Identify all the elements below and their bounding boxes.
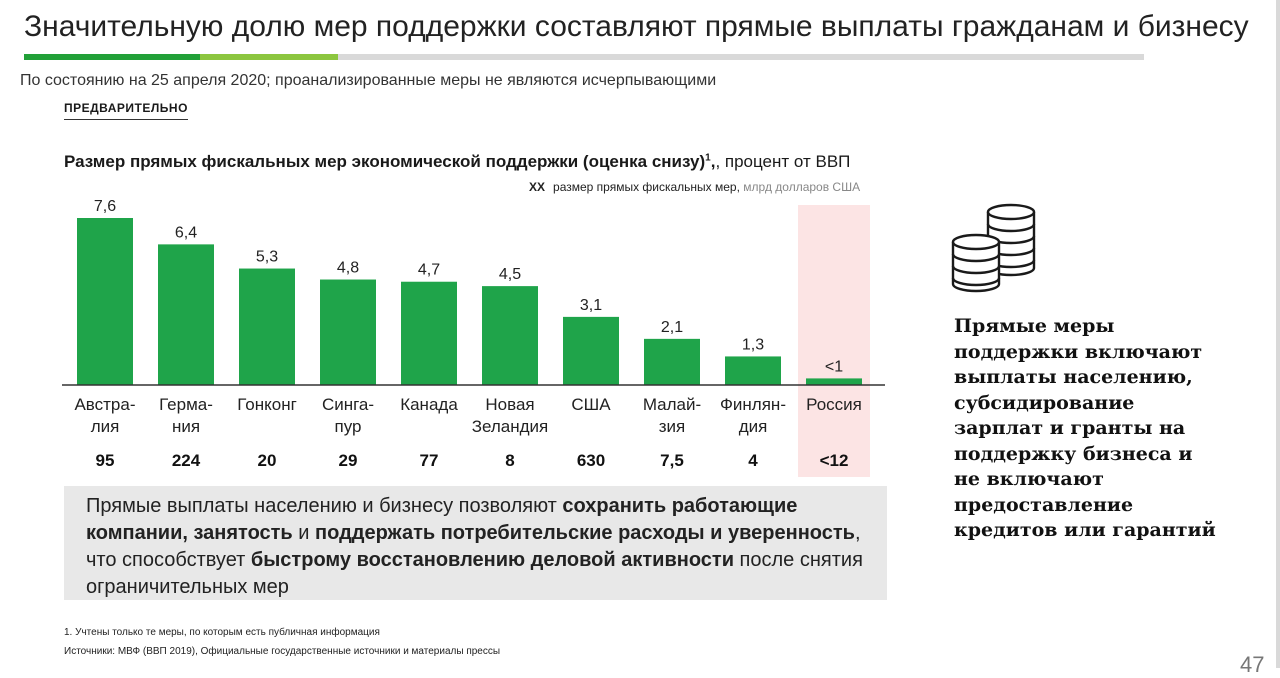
- callout-text-segment: поддержать потребительские расходы и уве…: [315, 522, 855, 544]
- bar: [158, 244, 214, 385]
- bar: [320, 279, 376, 385]
- legend-unit: млрд долларов США: [743, 180, 861, 194]
- legend-symbol: XX: [529, 180, 546, 194]
- legend-text: размер прямых фискальных мер,: [553, 180, 740, 194]
- absolute-value-label: 7,5: [660, 451, 684, 470]
- absolute-value-label: 4: [748, 451, 758, 470]
- category-label: Финлян-: [720, 395, 786, 414]
- side-note: Прямые меры поддержки включают выплаты н…: [954, 315, 1216, 541]
- bar-value-label: 1,3: [742, 336, 764, 353]
- bar: [77, 218, 133, 385]
- bar: [725, 356, 781, 385]
- category-label: Зеландия: [472, 417, 549, 436]
- callout-text-segment: после снятия ограничительных мер: [86, 549, 863, 598]
- sources-note: Источники: МВФ (ВВП 2019), Официальные г…: [64, 646, 501, 657]
- absolute-value-label: 630: [577, 451, 605, 470]
- page-number: 47: [1240, 652, 1265, 677]
- absolute-value-label: 20: [258, 451, 277, 470]
- chart-title: Размер прямых фискальных мер экономическ…: [64, 152, 850, 172]
- bar-value-label: 3,1: [580, 297, 602, 314]
- category-label: пур: [335, 417, 362, 436]
- absolute-value-label: <12: [820, 451, 849, 470]
- chart-title-main: Размер прямых фискальных мер экономическ…: [64, 152, 706, 171]
- category-label: Новая: [485, 395, 534, 414]
- page-edge: [1276, 0, 1280, 668]
- bar-value-label: 4,8: [337, 260, 359, 277]
- chart-title-footnote-mark: 1: [705, 152, 711, 164]
- category-label: Синга-: [322, 395, 374, 414]
- category-label: Малай-: [643, 395, 701, 414]
- chart-title-comma: ,: [710, 152, 716, 171]
- bar-value-label: 4,5: [499, 266, 521, 283]
- callout-text-segment: и: [292, 522, 316, 544]
- callout-box: Прямые выплаты населению и бизнесу позво…: [64, 486, 887, 600]
- bar-chart: 7,6 Австра-лия 95 6,4 Герма-ния 224 5,3 Гонконг…: [62, 198, 885, 477]
- page-subtitle: По состоянию на 25 апреля 2020; проанали…: [20, 72, 717, 89]
- category-label: лия: [91, 417, 120, 436]
- bar-value-label: 6,4: [175, 224, 197, 241]
- absolute-value-label: 29: [339, 451, 358, 470]
- bar: [482, 286, 538, 385]
- category-label: Гонконг: [237, 395, 297, 414]
- coins-stack-icon: [951, 203, 1036, 293]
- bar-value-label: 5,3: [256, 249, 278, 266]
- chart-legend: XX размер прямых фискальных мер, млрд дол…: [529, 180, 860, 194]
- bar-value-label: <1: [825, 358, 843, 375]
- absolute-value-label: 77: [420, 451, 439, 470]
- accent-segment-3: [338, 54, 1144, 60]
- category-label: зия: [659, 417, 686, 436]
- bar-value-label: 4,7: [418, 262, 440, 279]
- callout-text-segment: Прямые выплаты населению и бизнесу позво…: [86, 495, 563, 517]
- bar: [239, 268, 295, 385]
- category-label: США: [571, 395, 611, 414]
- bar: [401, 281, 457, 385]
- category-label: ния: [172, 417, 200, 436]
- footnote: 1. Учтены только те меры, по которым ест…: [64, 627, 380, 638]
- title-accent-bar: [24, 54, 1144, 60]
- absolute-value-label: 224: [172, 451, 201, 470]
- category-label: Герма-: [159, 395, 213, 414]
- highlight-band: [798, 205, 870, 477]
- category-label: Австра-: [74, 395, 135, 414]
- bar-value-label: 2,1: [661, 319, 683, 336]
- category-label: Канада: [400, 395, 458, 414]
- preliminary-tag: ПРЕДВАРИТЕЛЬНО: [64, 101, 188, 120]
- bar: [806, 378, 862, 385]
- bar: [563, 316, 619, 385]
- page-title: Значительную долю мер поддержки составля…: [24, 10, 1249, 43]
- callout-text-segment: сохранить работающие компании, занятость: [86, 495, 798, 544]
- chart-title-unit: , процент от ВВП: [715, 152, 851, 171]
- absolute-value-label: 8: [505, 451, 514, 470]
- callout-text-segment: , что способствует: [86, 522, 861, 571]
- absolute-value-label: 95: [96, 451, 115, 470]
- bar-value-label: 7,6: [94, 198, 116, 215]
- category-label: Россия: [806, 395, 862, 414]
- category-label: дия: [739, 417, 768, 436]
- bar: [644, 338, 700, 385]
- accent-segment-2: [200, 54, 338, 60]
- callout-text-segment: быстрому восстановлению деловой активнос…: [250, 549, 734, 571]
- accent-segment-1: [24, 54, 200, 60]
